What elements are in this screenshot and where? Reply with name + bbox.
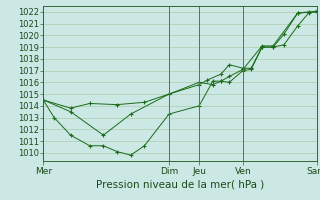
X-axis label: Pression niveau de la mer( hPa ): Pression niveau de la mer( hPa ) [96,180,264,190]
